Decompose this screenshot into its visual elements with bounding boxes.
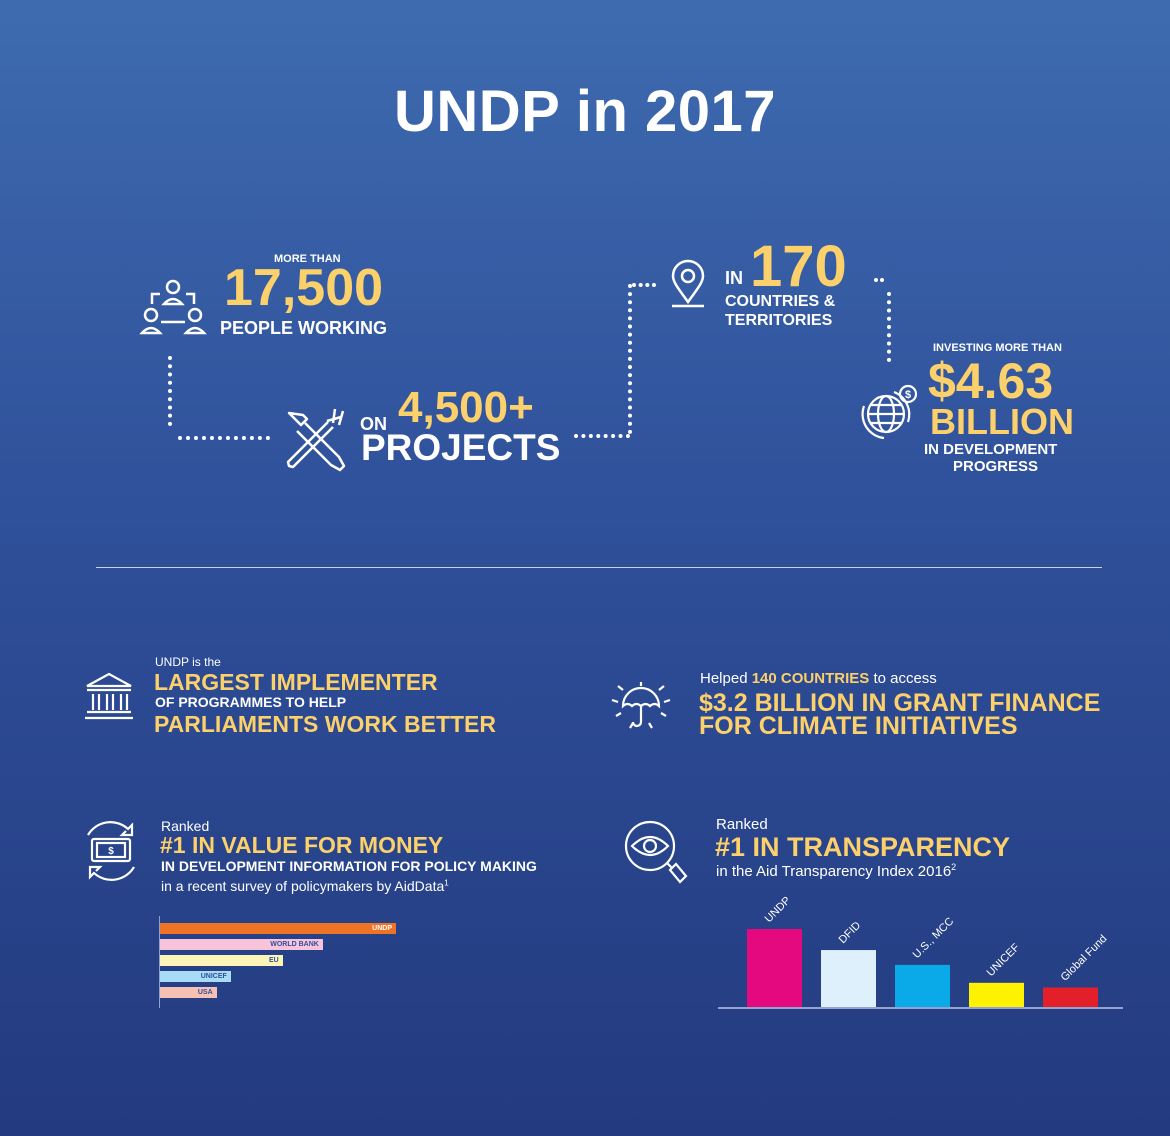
bar-unicef	[969, 982, 1024, 1007]
bar-undp	[747, 929, 802, 1007]
bar-dfid	[821, 950, 876, 1007]
projects-prefix: ON	[360, 414, 387, 434]
value-detail: in a recent survey of policymakers by Ai…	[161, 878, 445, 894]
value-middle: IN DEVELOPMENT INFORMATION FOR POLICY MA…	[161, 858, 537, 874]
parliaments-middle: OF PROGRAMMES TO HELP	[155, 694, 347, 710]
bar-label: UNICEF	[985, 941, 1023, 979]
bar-label: U.S., MCC	[911, 915, 957, 961]
value-intro: Ranked	[161, 818, 210, 834]
climate-intro: Helped 140 COUNTRIES to access	[700, 670, 937, 687]
value-headline: #1 IN VALUE FOR MONEY	[160, 832, 444, 858]
climate-intro-end: to access	[873, 670, 937, 687]
connector-dots	[628, 284, 632, 434]
parliaments-headline2: PARLIAMENTS WORK BETTER	[154, 711, 497, 737]
parliaments-intro: UNDP is the	[155, 655, 221, 669]
svg-text:$: $	[108, 846, 114, 857]
value-detail-row: in a recent survey of policymakers by Ai…	[161, 878, 449, 894]
climate-intro-text: Helped	[700, 670, 748, 687]
investment-suffix-line1: IN DEVELOPMENT	[924, 441, 1058, 458]
bar-global-fund	[1043, 987, 1098, 1007]
transparency-chart: UNDP DFID U.S., MCC UNICEF Global Fund	[718, 895, 1123, 1009]
bar-usa: USA	[160, 987, 217, 998]
bar-world-bank: WORLD BANK	[160, 939, 323, 950]
connector-dots	[168, 356, 172, 426]
tools-icon	[286, 408, 346, 472]
climate-highlight: 140 COUNTRIES	[751, 670, 870, 687]
bar-label: DFID	[837, 920, 864, 947]
projects-suffix: PROJECTS	[361, 427, 561, 468]
transparency-headline: #1 IN TRANSPARENCY	[715, 832, 1011, 862]
connector-dots	[178, 436, 270, 440]
connector-dots	[874, 278, 884, 282]
connector-dots	[632, 283, 656, 287]
climate-headline: $3.2 BILLION IN GRANT FINANCE	[699, 689, 1101, 717]
bar-label: Global Fund	[1059, 933, 1110, 984]
bar-undp: UNDP	[160, 923, 396, 934]
bar-label: UNDP	[763, 895, 794, 926]
countries-suffix-line2: TERRITORIES	[725, 312, 833, 329]
globe-dollar-icon: $	[861, 384, 918, 440]
footnote-marker: 1	[444, 878, 449, 888]
people-prefix: MORE THAN	[274, 253, 341, 265]
connector-dots	[574, 434, 630, 438]
umbrella-icon	[611, 682, 671, 729]
value-chart: UNDP WORLD BANK EU UNICEF USA	[159, 916, 409, 1008]
footnote-marker: 2	[951, 862, 957, 872]
institution-icon	[85, 672, 133, 720]
people-network-icon	[139, 279, 207, 335]
investment-suffix-line2: PROGRESS	[953, 458, 1039, 475]
transparency-intro: Ranked	[716, 816, 768, 833]
transparency-detail: in the Aid Transparency Index 2016	[716, 863, 952, 880]
bar-unicef: UNICEF	[160, 971, 231, 982]
section-divider	[96, 567, 1102, 568]
location-pin-icon	[671, 259, 705, 308]
people-suffix: PEOPLE WORKING	[220, 318, 388, 338]
bar-eu: EU	[160, 955, 283, 966]
countries-value: 170	[750, 234, 847, 299]
projects-value: 4,500+	[398, 383, 534, 432]
investment-value-line2: BILLION	[930, 401, 1074, 442]
transparency-detail-row: in the Aid Transparency Index 20162	[716, 862, 956, 880]
chart-axis	[159, 916, 160, 1008]
parliaments-headline: LARGEST IMPLEMENTER	[154, 669, 438, 695]
countries-suffix-line1: COUNTRIES &	[725, 293, 836, 310]
svg-text:$: $	[905, 389, 911, 401]
connector-dots	[887, 292, 891, 362]
people-value: 17,500	[224, 259, 384, 317]
countries-prefix: IN	[725, 268, 743, 288]
page-title: UNDP in 2017	[393, 79, 777, 144]
investment-value: $4.63	[928, 353, 1054, 409]
climate-headline2: FOR CLIMATE INITIATIVES	[699, 712, 1018, 740]
investment-prefix: INVESTING MORE THAN	[933, 342, 1062, 354]
money-cycle-icon: $	[87, 821, 135, 881]
eye-search-icon	[624, 820, 688, 884]
bar-u-s-mcc	[895, 964, 950, 1007]
